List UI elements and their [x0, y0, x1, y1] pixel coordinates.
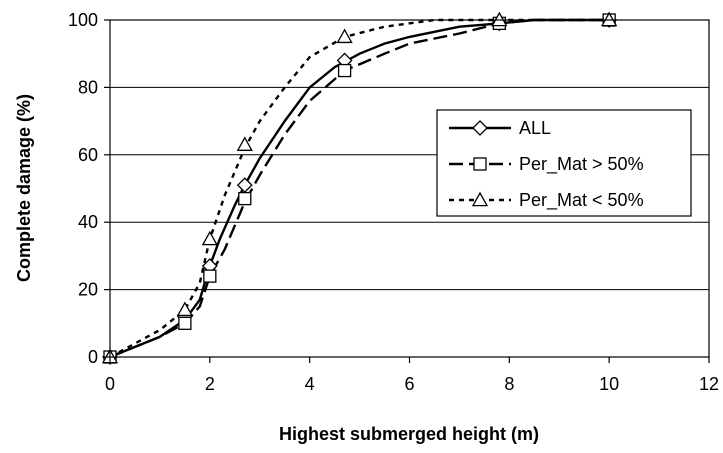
- legend-label: Per_Mat < 50%: [519, 190, 644, 211]
- marker-square: [238, 191, 252, 206]
- y-tick-label: 40: [78, 212, 98, 232]
- marker-square: [178, 316, 192, 330]
- legend-label: ALL: [519, 118, 551, 138]
- legend: ALL Per_Mat > 50% Per_Mat < 50%: [436, 109, 692, 217]
- marker-triangle: [201, 230, 218, 246]
- x-axis-title: Highest submerged height (m): [279, 424, 539, 444]
- y-tick-label: 0: [88, 347, 98, 367]
- marker-triangle: [336, 28, 353, 44]
- x-tick-label: 2: [205, 374, 215, 394]
- y-tick-label: 20: [78, 280, 98, 300]
- y-tick-label: 80: [78, 77, 98, 97]
- marker-square: [337, 63, 352, 78]
- series-line: [109, 18, 610, 359]
- marker-diamond: [472, 120, 488, 136]
- x-tick-label: 0: [105, 374, 115, 394]
- x-tick-label: 6: [404, 374, 414, 394]
- marker-triangle: [601, 11, 618, 27]
- marker-triangle: [491, 11, 508, 27]
- x-tick-label: 12: [699, 374, 719, 394]
- marker-diamond: [236, 177, 253, 194]
- marker-triangle: [471, 191, 489, 207]
- axes: 0 20 40 60 80 100 0 2 4 6 8 10 12: [68, 10, 719, 394]
- legend-label: Per_Mat > 50%: [519, 154, 644, 175]
- y-axis-title: Complete damage (%): [14, 94, 34, 282]
- series-line: [109, 18, 610, 359]
- marker-triangle: [176, 301, 193, 317]
- marker-triangle: [236, 136, 253, 151]
- y-tick-label: 100: [68, 10, 98, 30]
- marker-square: [203, 269, 217, 283]
- x-tick-label: 8: [504, 374, 514, 394]
- y-tick-label: 60: [78, 145, 98, 165]
- x-tick-label: 4: [305, 374, 315, 394]
- x-tick-label: 10: [599, 374, 619, 394]
- marker-square: [473, 157, 487, 171]
